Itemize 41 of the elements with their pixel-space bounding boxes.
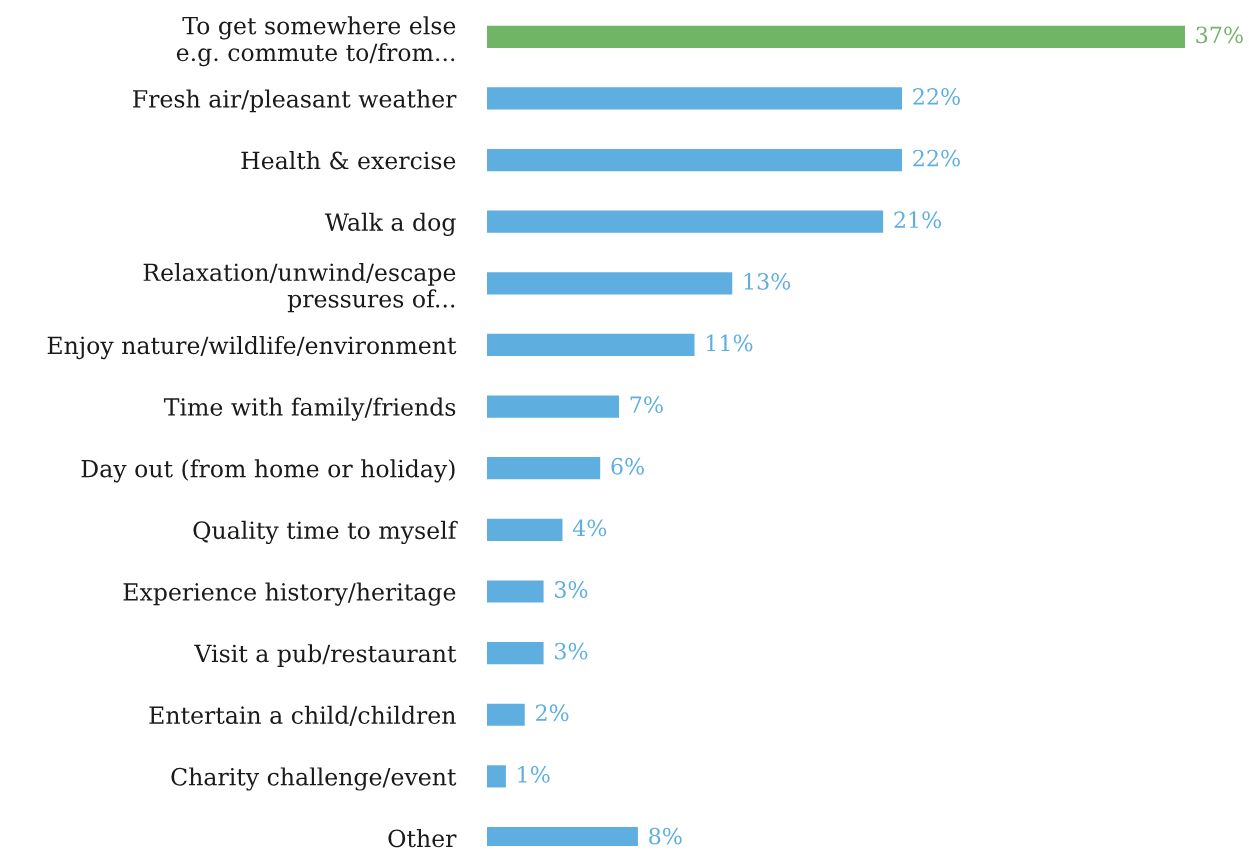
y-tick-label: Experience history/heritage: [123, 582, 456, 606]
data-label: 11%: [706, 334, 753, 352]
bar: [487, 87, 903, 110]
bar: [487, 395, 620, 418]
y-tick-label: To get somewhere else e.g. commute to/from...: [176, 16, 456, 67]
data-label: 13%: [744, 272, 791, 290]
y-tick-label: Walk a dog: [324, 212, 456, 236]
bar: [487, 642, 544, 665]
y-tick-label: Visit a pub/restaurant: [194, 644, 457, 667]
bar: [487, 765, 506, 788]
bar: [487, 518, 563, 541]
y-tick-label: Other: [388, 829, 457, 848]
data-label: 21%: [894, 211, 942, 229]
y-tick-label: Entertain a child/children: [149, 705, 456, 726]
bar: [487, 25, 1185, 48]
data-label: 22%: [913, 149, 960, 167]
data-label: 1%: [518, 766, 550, 783]
bar: [487, 580, 544, 603]
y-tick-label: Enjoy nature/wildlife/environment: [47, 335, 457, 360]
bar: [487, 333, 695, 357]
y-tick-label: Time with family/friends: [163, 397, 456, 421]
y-tick-label: Charity challenge/event: [171, 767, 457, 791]
data-label: 22%: [913, 88, 960, 105]
data-label: 3%: [555, 581, 588, 598]
y-tick-label: Health & exercise: [241, 151, 456, 170]
data-label: 6%: [611, 457, 644, 475]
bar: [487, 148, 903, 172]
y-tick-label: Quality time to myself: [193, 520, 458, 545]
data-label: 3%: [555, 642, 588, 660]
data-label: 2%: [535, 704, 569, 722]
data-label: 8%: [649, 827, 682, 845]
data-label: 7%: [630, 396, 663, 414]
y-tick-label: Day out (from home or holiday): [81, 459, 455, 483]
bar: [487, 457, 601, 480]
bar: [487, 210, 884, 233]
y-tick-label: Fresh air/pleasant weather: [133, 89, 457, 113]
data-label: 4%: [572, 519, 607, 537]
bar: [487, 703, 525, 726]
data-label: 37%: [1196, 26, 1243, 44]
y-tick-label: Relaxation/unwind/escape pressures of...: [143, 262, 456, 313]
bar: [487, 272, 733, 295]
